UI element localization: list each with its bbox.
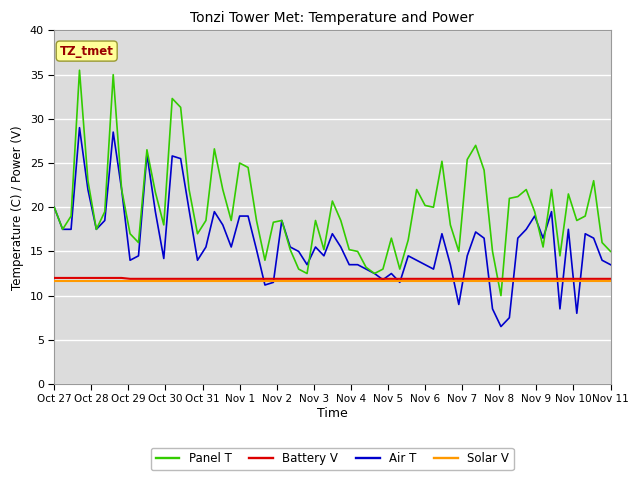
Y-axis label: Temperature (C) / Power (V): Temperature (C) / Power (V): [11, 125, 24, 289]
X-axis label: Time: Time: [317, 407, 348, 420]
Legend: Panel T, Battery V, Air T, Solar V: Panel T, Battery V, Air T, Solar V: [151, 447, 514, 470]
Text: TZ_tmet: TZ_tmet: [60, 45, 114, 58]
Title: Tonzi Tower Met: Temperature and Power: Tonzi Tower Met: Temperature and Power: [191, 11, 474, 25]
